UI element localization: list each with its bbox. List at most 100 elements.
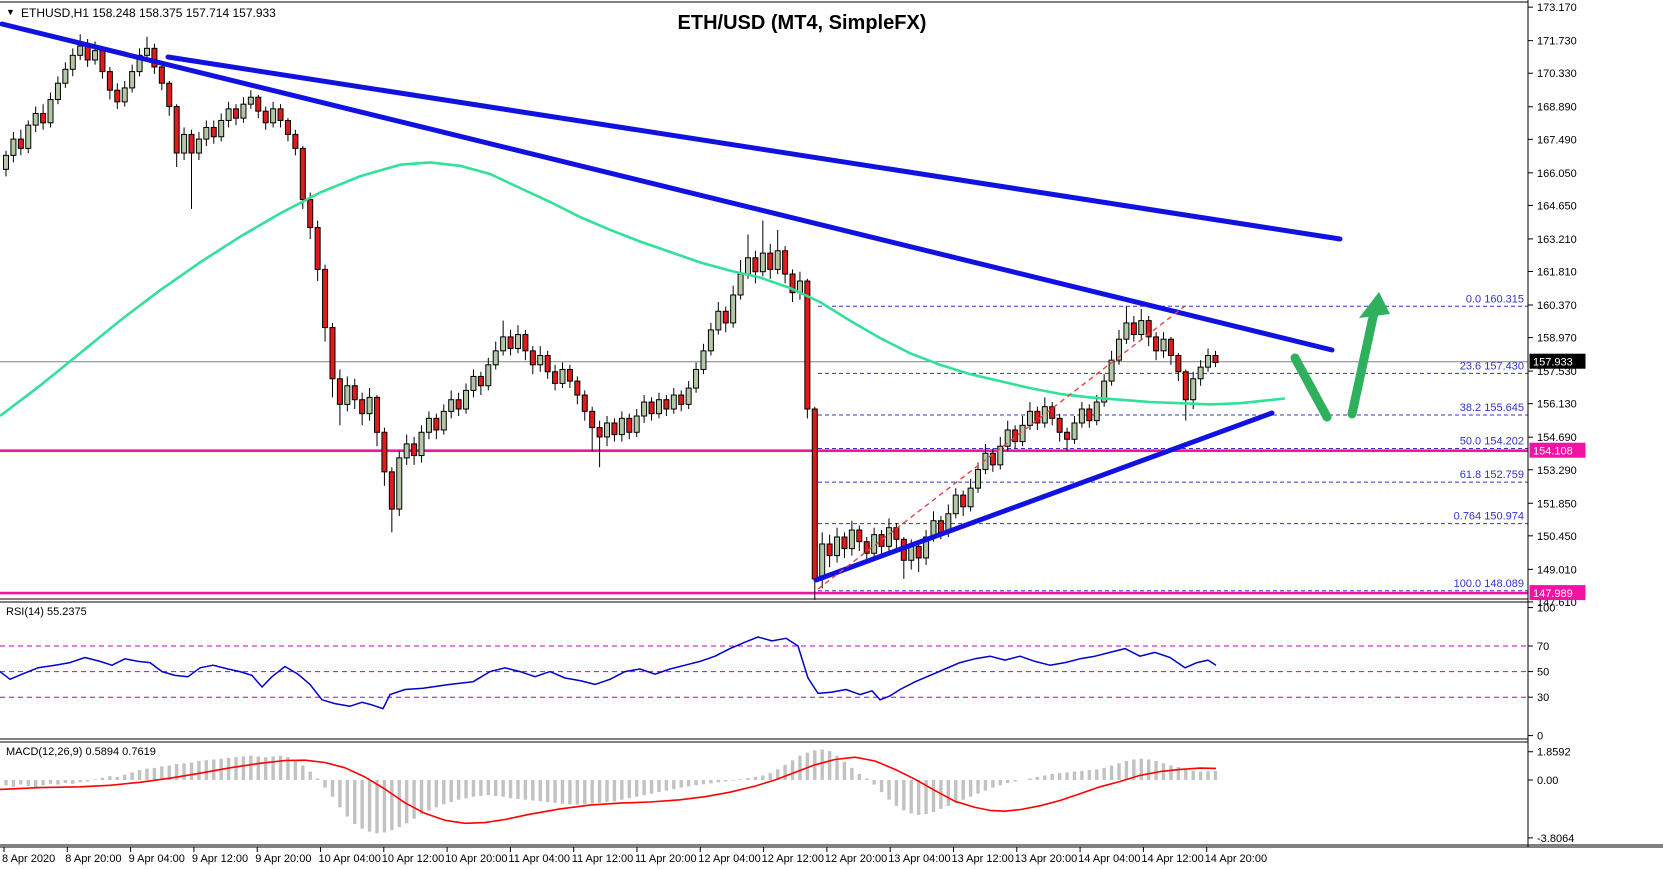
candle-bull (1116, 338, 1122, 361)
candle-bear (752, 257, 759, 273)
candle-bull (181, 133, 188, 154)
price-tick-label: 158.970 (1537, 333, 1577, 345)
candle-bear (566, 368, 573, 382)
candles-layer (3, 34, 1219, 600)
fib-level-label: 23.6 157.430 (1460, 360, 1524, 372)
price-tick-label: 153.290 (1537, 465, 1577, 477)
time-tick-label: 11 Apr 20:00 (635, 853, 697, 865)
rsi-tick-label: 70 (1537, 641, 1549, 653)
candle-bull (1093, 401, 1100, 422)
green-arrow-stroke (1290, 353, 1332, 422)
time-tick-label: 13 Apr 20:00 (1015, 853, 1077, 865)
ma-line (0, 161, 1286, 418)
green-arrow-head (1359, 292, 1390, 318)
candle-bear (782, 250, 789, 275)
candle-bull (3, 154, 9, 170)
candle-bull (463, 389, 470, 410)
price-tick-label: 157.530 (1537, 366, 1577, 378)
candle-bear (522, 334, 529, 352)
fib-level-label: 61.8 152.759 (1460, 469, 1524, 481)
candle-bear (611, 422, 618, 436)
candle-bear (314, 227, 321, 270)
candle-bear (359, 399, 366, 415)
candle-bull (366, 396, 373, 415)
candle-bull (1101, 380, 1108, 403)
candle-bull (537, 354, 544, 366)
rsi-tick-label: 30 (1537, 692, 1549, 704)
fib-retracement-lines[interactable]: 0.0 160.315 23.6 157.430 38.2 155.645 50.0 … (818, 293, 1528, 592)
time-tick-label: 11 Apr 12:00 (572, 853, 634, 865)
price-tick-label: 166.050 (1537, 168, 1577, 180)
candle-bear (989, 452, 996, 466)
candle-bear (1056, 417, 1063, 433)
fib-level-label: 100.0 148.089 (1454, 578, 1524, 590)
candle-bull (655, 399, 662, 415)
candle-bull (975, 469, 982, 489)
price-tick-label: 173.170 (1537, 2, 1577, 14)
current-price-badge (1529, 353, 1586, 369)
blue-trendline (813, 410, 1275, 583)
candle-bull (470, 375, 477, 391)
candle-bull (604, 422, 611, 438)
time-tick-label: 13 Apr 04:00 (888, 853, 950, 865)
candle-bull (129, 71, 136, 89)
candle-bear (114, 89, 121, 103)
arrow-annotation[interactable] (1290, 292, 1390, 422)
candle-bear (284, 119, 291, 135)
candle-bull (425, 417, 432, 433)
candle-bear (388, 471, 395, 510)
candle-bear (507, 336, 514, 350)
candle-bull (885, 527, 892, 547)
candle-bull (670, 394, 677, 410)
candle-bear (811, 408, 818, 580)
candle-bear (255, 96, 262, 112)
magenta-hlines[interactable] (0, 449, 1528, 595)
symbol-dropdown-icon[interactable]: ▼ (6, 7, 15, 17)
candle-bull (418, 431, 425, 457)
price-tick-label: 168.890 (1537, 102, 1577, 114)
candle-bull (440, 410, 447, 431)
candle-bear (960, 494, 967, 508)
candle-bull (344, 385, 351, 405)
trendlines-layer[interactable] (0, 21, 1343, 583)
price-tick-label: 170.330 (1537, 68, 1577, 80)
candle-bear (1086, 408, 1093, 422)
candle-bull (1138, 320, 1145, 336)
candle-bull (492, 350, 499, 366)
candle-bear (552, 371, 559, 384)
macd-indicator-label: MACD(12,26,9) 0.5894 0.7619 (6, 746, 156, 758)
candle-bear (1130, 322, 1137, 336)
candle-bull (69, 54, 76, 70)
macd-panel: 1.8592 0.00 -3.8064 (0, 747, 1574, 845)
candle-bull (1197, 366, 1204, 380)
time-tick-label: 12 Apr 12:00 (762, 853, 824, 865)
candle-bull (834, 536, 841, 557)
candle-bear (292, 133, 299, 149)
rsi-line (0, 636, 1217, 710)
candle-bear (1049, 406, 1056, 419)
candle-bear (789, 273, 796, 294)
blue-trendline (0, 21, 1335, 353)
fib-level-label: 38.2 155.645 (1460, 402, 1524, 414)
time-tick-label: 9 Apr 04:00 (129, 853, 185, 865)
candle-bear (351, 385, 358, 401)
candle-bear (99, 50, 106, 73)
candle-bear (210, 126, 217, 138)
candle-bear (544, 354, 551, 373)
candle-bear (767, 252, 774, 270)
candle-bear (937, 520, 944, 533)
candle-bear (574, 380, 581, 396)
time-tick-label: 14 Apr 04:00 (1078, 853, 1140, 865)
price-tick-label: 164.650 (1537, 200, 1577, 212)
blue-trendline (165, 54, 1343, 242)
candle-bear (166, 82, 173, 108)
symbol-ohlc-header: ETHUSD,H1 158.248 158.375 157.714 157.93… (21, 6, 276, 20)
candle-bull (923, 536, 930, 559)
candle-bull (448, 399, 455, 412)
candle-bull (997, 445, 1004, 466)
candle-bear (1145, 320, 1152, 338)
candle-bear (336, 378, 343, 405)
candle-bear (455, 399, 462, 410)
macd-tick-label: -3.8064 (1537, 833, 1574, 845)
